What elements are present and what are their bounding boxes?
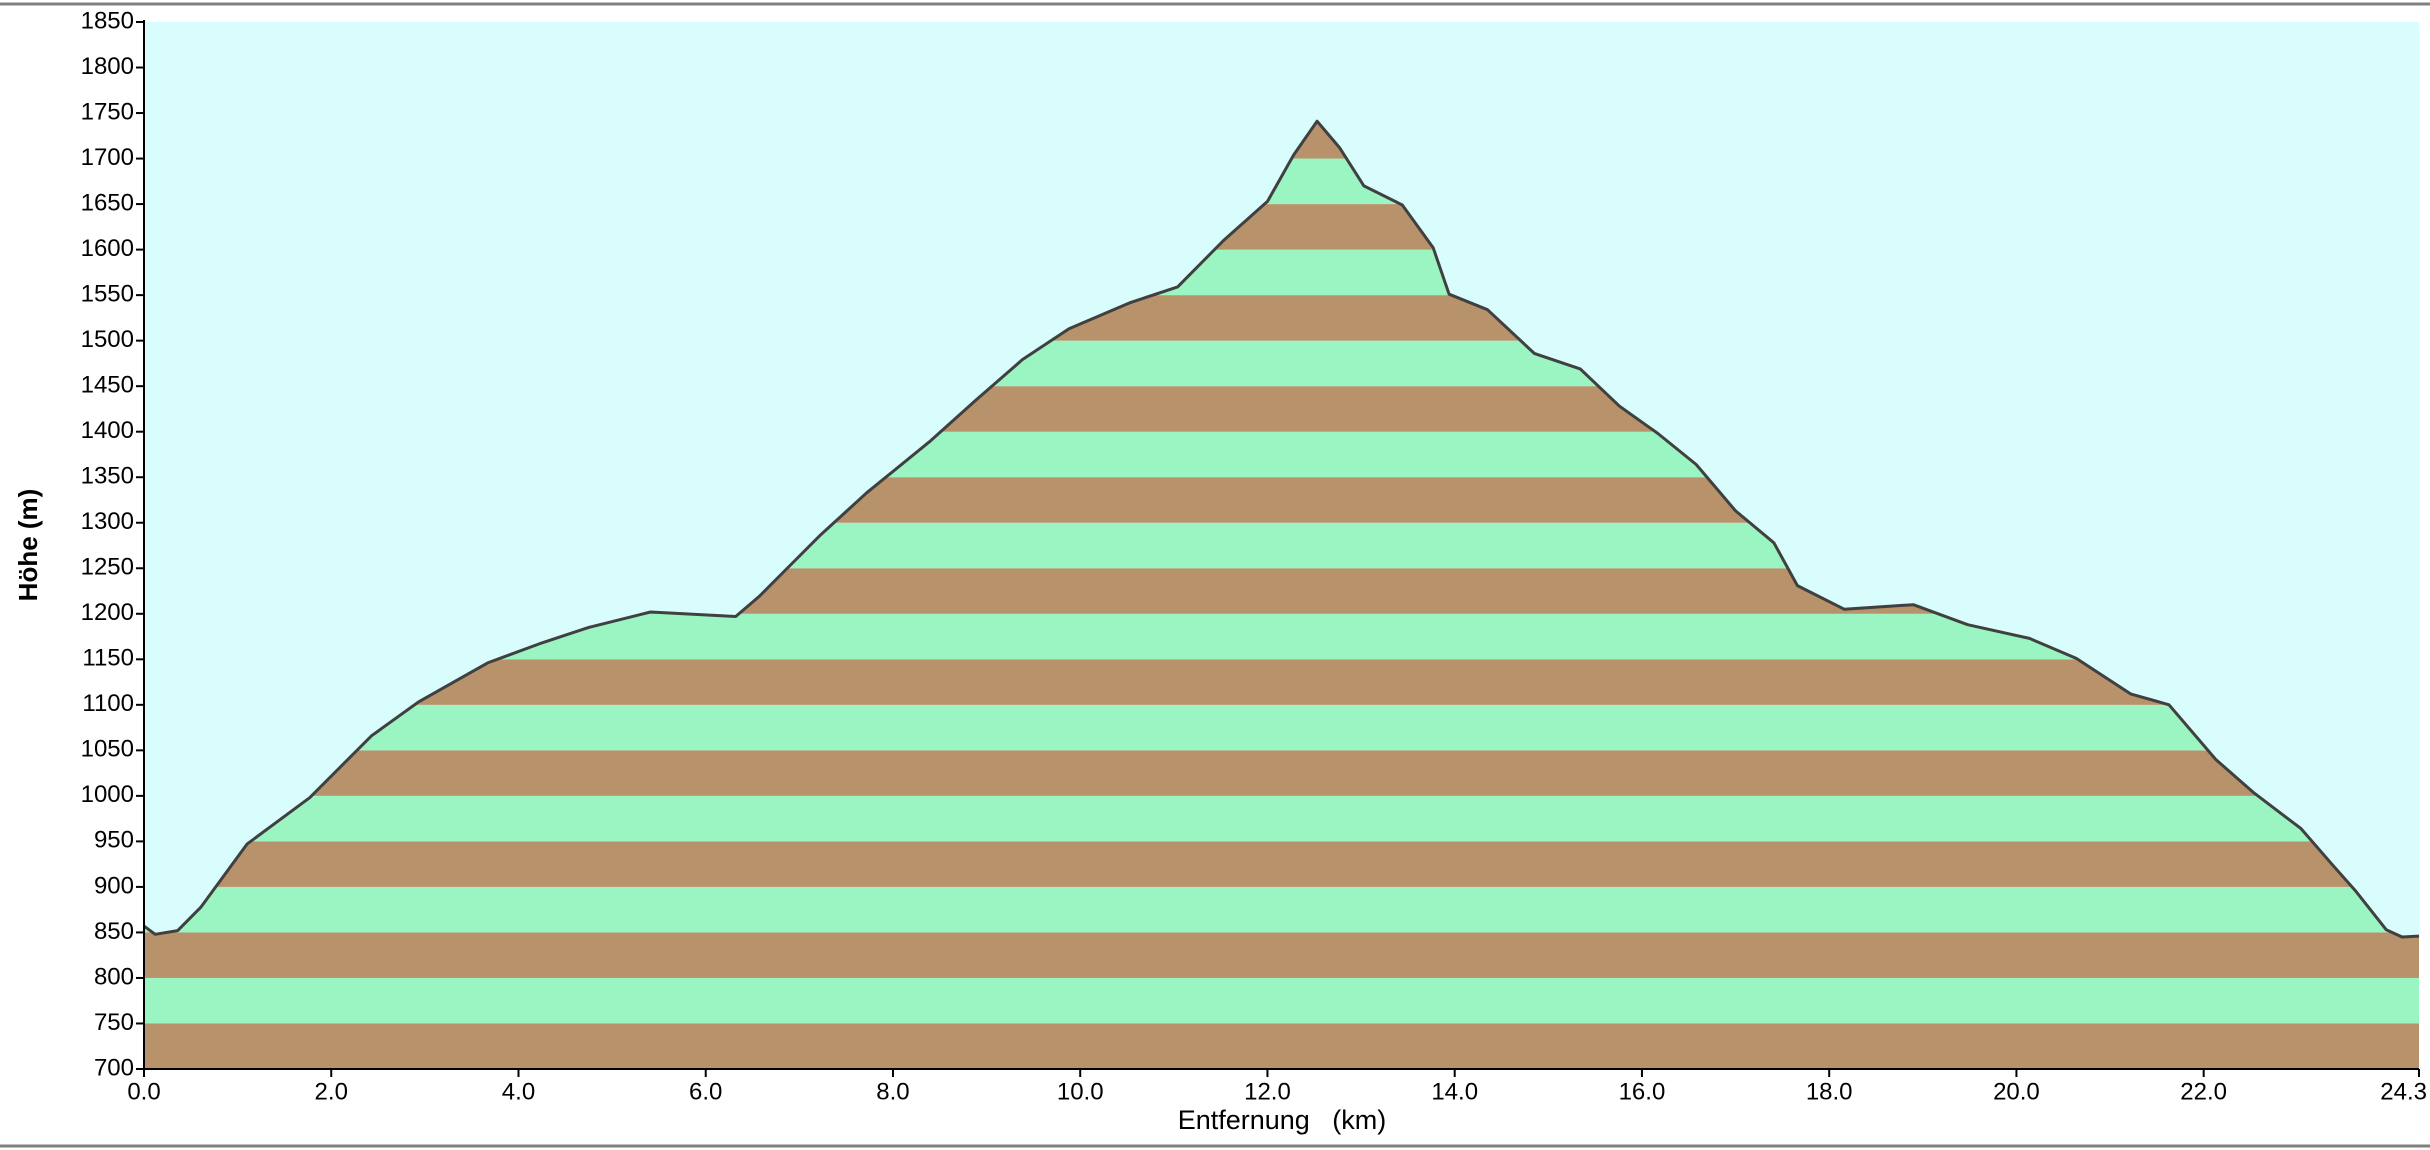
x-tick-label: 24.3 — [2380, 1078, 2427, 1105]
x-tick-label: 4.0 — [502, 1078, 535, 1105]
y-tick-label: 800 — [94, 963, 134, 990]
y-tick-label: 1450 — [81, 372, 134, 399]
x-tick-label: 12.0 — [1244, 1078, 1291, 1105]
y-tick-label: 1350 — [81, 463, 134, 490]
elevation-band — [144, 659, 2419, 705]
y-tick-label: 1000 — [81, 781, 134, 808]
y-tick-label: 1500 — [81, 326, 134, 353]
x-tick-label: 8.0 — [876, 1078, 909, 1105]
x-tick-label: 16.0 — [1619, 1078, 1666, 1105]
y-tick-label: 1750 — [81, 98, 134, 125]
x-tick-label: 20.0 — [1993, 1078, 2040, 1105]
y-tick-label: 1050 — [81, 736, 134, 763]
y-tick-label: 1200 — [81, 599, 134, 626]
y-tick-label: 1100 — [82, 690, 134, 717]
elevation-band — [144, 704, 2419, 751]
y-tick-label: 1600 — [81, 235, 134, 262]
x-tick-label: 14.0 — [1431, 1078, 1478, 1105]
y-tick-label: 1800 — [81, 53, 134, 80]
y-axis-title: Höhe (m) — [13, 489, 43, 602]
y-tick-label: 950 — [94, 827, 134, 854]
y-tick-label: 1400 — [81, 417, 134, 444]
y-tick-label: 1250 — [81, 554, 134, 581]
y-tick-label: 1850 — [81, 7, 134, 34]
y-tick-label: 700 — [94, 1054, 134, 1081]
y-tick-label: 750 — [94, 1009, 134, 1036]
elevation-band — [144, 886, 2419, 933]
x-tick-label: 6.0 — [689, 1078, 722, 1105]
elevation-line — [143, 119, 2420, 939]
elevation-band — [144, 795, 2419, 842]
y-tick-label: 1150 — [82, 645, 134, 672]
elevation-band — [144, 1023, 2419, 1069]
x-tick-label: 10.0 — [1057, 1078, 1104, 1105]
x-axis-title: Entfernung (km) — [1178, 1105, 1387, 1135]
x-tick-label: 22.0 — [2180, 1078, 2227, 1105]
x-tick-label: 0.0 — [127, 1078, 160, 1105]
elevation-band — [144, 932, 2419, 978]
y-tick-label: 1650 — [81, 189, 134, 216]
elevation-band — [144, 977, 2419, 1024]
y-tick-label: 1700 — [81, 144, 134, 171]
y-tick-label: 900 — [94, 872, 134, 899]
x-tick-label: 18.0 — [1806, 1078, 1853, 1105]
y-tick-label: 1550 — [81, 280, 134, 307]
y-tick-label: 1300 — [81, 508, 134, 535]
elevation-band — [144, 841, 2419, 887]
plot-area: 700 750 800 850 900 950 1000 1050 1100 1150 1200 12… — [81, 7, 2427, 1105]
x-tick-label: 2.0 — [315, 1078, 348, 1105]
elevation-band — [144, 750, 2419, 796]
y-tick-label: 850 — [94, 918, 134, 945]
